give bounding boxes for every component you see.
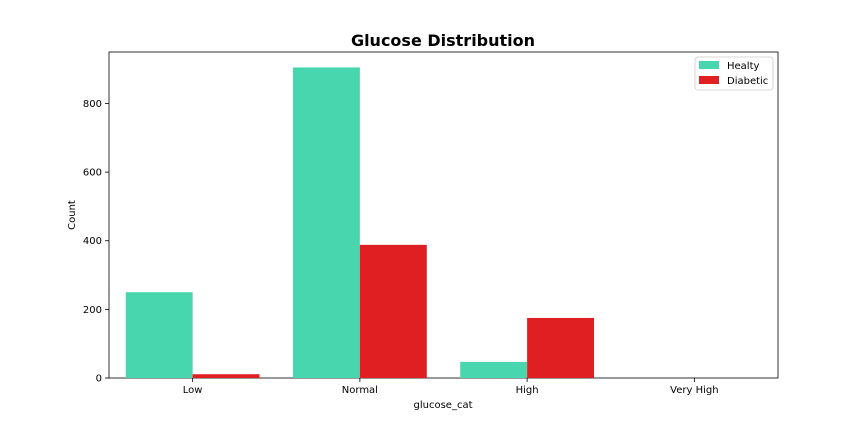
plot-area <box>108 51 779 379</box>
y-tick-label: 400 <box>83 236 102 247</box>
bar <box>359 244 427 378</box>
legend-swatch <box>699 61 719 69</box>
bar <box>527 317 595 378</box>
bar <box>125 292 193 378</box>
x-axis: Low Normal High Very High <box>183 378 719 396</box>
bar <box>460 361 528 378</box>
x-tick-label: High <box>516 385 539 396</box>
y-axis-label: Count <box>67 200 78 230</box>
x-tick-label: Normal <box>342 385 378 396</box>
legend-label: Healty <box>727 61 759 72</box>
y-tick-label: 600 <box>83 168 102 179</box>
y-tick-label: 0 <box>96 374 102 385</box>
x-tick-label: Very High <box>670 385 718 396</box>
legend-swatch <box>699 76 719 84</box>
bar <box>292 67 360 378</box>
legend-label: Diabetic <box>727 76 768 87</box>
chart-title: Glucose Distribution <box>351 31 535 50</box>
x-axis-label: glucose_cat <box>414 400 473 411</box>
y-tick-label: 200 <box>83 305 102 316</box>
bar <box>192 374 260 378</box>
y-tick-label: 800 <box>83 99 102 110</box>
bars <box>125 67 595 378</box>
x-tick-label: Low <box>183 385 203 396</box>
y-axis: 0 200 400 600 800 <box>83 99 109 385</box>
legend: Healty Diabetic <box>694 56 774 91</box>
